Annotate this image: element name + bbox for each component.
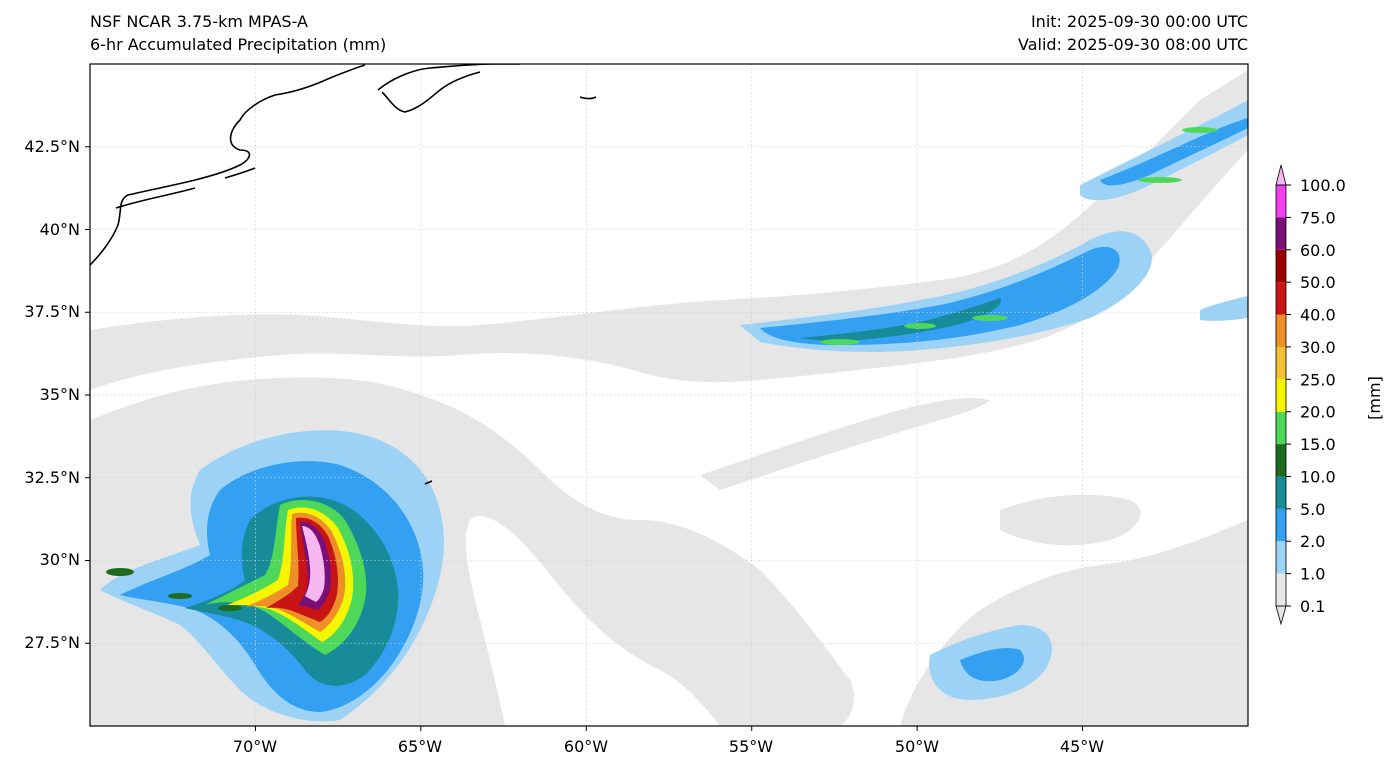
southwest-band-cells (106, 568, 242, 611)
init-time: Init: 2025-09-30 00:00 UTC (1030, 12, 1248, 31)
lat-label: 37.5°N (24, 302, 80, 321)
lat-label: 42.5°N (24, 137, 80, 156)
colorbar-level-label: 40.0 (1300, 306, 1336, 325)
northern-teal (800, 298, 1001, 342)
colorbar-segment (1276, 346, 1286, 380)
long-island (115, 187, 196, 209)
cape-cod (224, 167, 256, 179)
colorbar-segment (1276, 508, 1286, 542)
colorbar-extend-high (1275, 164, 1287, 186)
colorbar-segment (1276, 573, 1286, 606)
lon-label: 60°W (564, 737, 608, 756)
longitude-labels: 70°W 65°W 60°W 55°W 50°W 45°W (233, 737, 1104, 756)
nova-scotia-south (381, 71, 481, 113)
northern-band-core (760, 246, 1120, 345)
valid-time: Valid: 2025-09-30 08:00 UTC (1017, 35, 1248, 54)
colorbar-segment (1276, 185, 1286, 218)
latitude-labels: 42.5°N 40°N 37.5°N 35°N 32.5°N 30°N 27.5… (24, 137, 80, 652)
lon-label: 50°W (895, 737, 939, 756)
colorbar-level-label: 20.0 (1300, 403, 1336, 422)
colorbar-level-label: 60.0 (1300, 241, 1336, 260)
colorbar-extend-low (1275, 605, 1287, 626)
colorbar-segment (1276, 249, 1286, 283)
lat-label: 40°N (40, 220, 80, 239)
graticule (90, 64, 1248, 726)
lat-label: 27.5°N (24, 633, 80, 652)
colorbar-level-label: 15.0 (1300, 435, 1336, 454)
colorbar-level-label: 50.0 (1300, 273, 1336, 292)
colorbar-segment (1276, 314, 1286, 347)
lon-label: 45°W (1060, 737, 1104, 756)
field-title: 6-hr Accumulated Precipitation (mm) (90, 35, 387, 54)
east-edge-blue (1200, 296, 1248, 321)
bermuda (424, 480, 433, 485)
colorbar-level-label: 2.0 (1300, 532, 1325, 551)
colorbar-level-label: 75.0 (1300, 208, 1336, 227)
map-area (90, 64, 1248, 726)
sable-island (579, 96, 597, 100)
southeast-blue-core (960, 648, 1024, 682)
model-title: NSF NCAR 3.75-km MPAS-A (90, 12, 308, 31)
colorbar-level-label: 30.0 (1300, 338, 1336, 357)
colorbar-level-label: 0.1 (1300, 597, 1325, 616)
colorbar-level-label: 10.0 (1300, 467, 1336, 486)
precip-100mm-area (302, 526, 325, 602)
colorbar-segment (1276, 411, 1286, 445)
northeast-band-core (1100, 118, 1248, 186)
lat-label: 32.5°N (24, 468, 80, 487)
colorbar-unit-label: [mm] (1365, 376, 1384, 420)
colorbar-segment (1276, 379, 1286, 412)
colorbar-level-label: 100.0 (1300, 176, 1346, 195)
southern-streak (700, 398, 990, 490)
southeast-patch (1000, 494, 1141, 546)
colorbar-frame (1275, 184, 1287, 607)
colorbar-level-label: 5.0 (1300, 500, 1325, 519)
colorbar-segment (1276, 476, 1286, 509)
lat-label: 35°N (40, 385, 80, 404)
colorbar: 0.1 1.0 2.0 5.0 10.0 15.0 20.0 25.0 30.0 40.0 50.0… (1275, 164, 1346, 626)
colorbar-segment (1276, 217, 1286, 250)
lon-label: 65°W (398, 737, 442, 756)
colorbar-level-label: 1.0 (1300, 565, 1325, 584)
colorbar-segment (1276, 282, 1286, 315)
lon-label: 70°W (233, 737, 277, 756)
lon-label: 55°W (729, 737, 773, 756)
northern-band-cells (820, 127, 1218, 345)
colorbar-segment (1276, 444, 1286, 477)
colorbar-segment (1276, 541, 1286, 574)
lat-label: 30°N (40, 550, 80, 569)
colorbar-level-label: 25.0 (1300, 370, 1336, 389)
